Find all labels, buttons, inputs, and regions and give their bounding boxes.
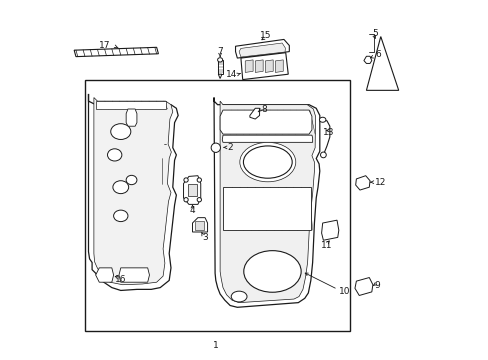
Polygon shape (239, 43, 285, 57)
Polygon shape (220, 110, 311, 134)
Ellipse shape (231, 291, 246, 302)
Text: 9: 9 (374, 281, 380, 290)
Polygon shape (187, 184, 197, 196)
Ellipse shape (320, 152, 325, 158)
Polygon shape (223, 187, 310, 230)
Polygon shape (355, 176, 369, 190)
Ellipse shape (113, 210, 128, 222)
Polygon shape (363, 56, 371, 63)
Ellipse shape (107, 149, 122, 161)
Polygon shape (249, 108, 259, 119)
Text: 5: 5 (372, 29, 378, 38)
Ellipse shape (239, 142, 295, 182)
Text: 3: 3 (202, 233, 207, 242)
Text: 6: 6 (375, 50, 381, 59)
Polygon shape (195, 221, 204, 230)
Polygon shape (192, 218, 207, 232)
Ellipse shape (126, 175, 137, 185)
Polygon shape (119, 268, 149, 282)
Text: 4: 4 (189, 206, 195, 215)
Polygon shape (255, 60, 263, 72)
Polygon shape (354, 278, 372, 296)
Polygon shape (214, 98, 319, 307)
Polygon shape (88, 94, 178, 291)
Text: 11: 11 (321, 241, 332, 250)
Text: 7: 7 (217, 48, 223, 57)
Polygon shape (235, 40, 289, 58)
Text: 17: 17 (99, 41, 110, 50)
Text: 2: 2 (227, 143, 232, 152)
Ellipse shape (197, 178, 201, 182)
Polygon shape (275, 60, 283, 72)
Text: 16: 16 (115, 275, 126, 284)
Text: 1: 1 (212, 341, 218, 350)
Ellipse shape (244, 251, 301, 292)
Text: 12: 12 (374, 178, 385, 187)
Polygon shape (321, 220, 338, 240)
Text: 13: 13 (323, 128, 334, 137)
Polygon shape (126, 109, 137, 126)
Polygon shape (94, 98, 172, 285)
Polygon shape (217, 60, 222, 74)
Ellipse shape (113, 181, 128, 194)
Polygon shape (265, 60, 273, 72)
Polygon shape (74, 47, 158, 57)
Ellipse shape (243, 146, 292, 178)
Ellipse shape (183, 178, 188, 182)
Ellipse shape (217, 58, 222, 62)
Polygon shape (183, 176, 201, 204)
Polygon shape (218, 74, 222, 78)
Polygon shape (244, 60, 253, 72)
Text: 8: 8 (261, 105, 266, 114)
Text: 14: 14 (225, 71, 237, 80)
Polygon shape (222, 135, 312, 142)
Ellipse shape (183, 198, 188, 202)
Ellipse shape (197, 198, 201, 202)
Polygon shape (220, 101, 315, 303)
Text: 10: 10 (338, 287, 349, 296)
Ellipse shape (211, 143, 220, 152)
Polygon shape (241, 53, 287, 80)
Bar (85, 80, 349, 330)
Ellipse shape (319, 117, 325, 122)
Text: 15: 15 (260, 31, 271, 40)
Polygon shape (96, 268, 113, 282)
Polygon shape (96, 101, 165, 109)
Ellipse shape (110, 124, 131, 139)
Polygon shape (366, 37, 398, 90)
